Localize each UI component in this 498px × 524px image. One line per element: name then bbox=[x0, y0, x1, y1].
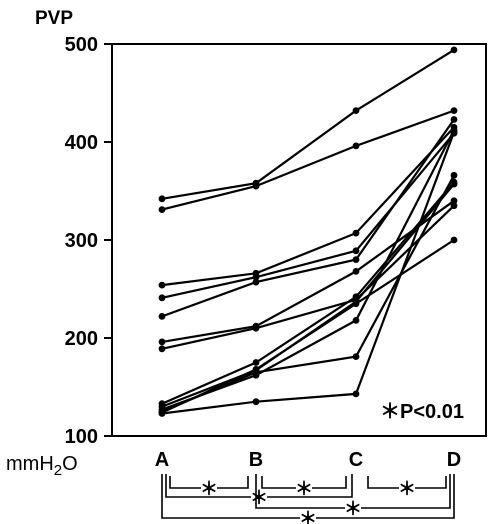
data-point bbox=[352, 229, 360, 237]
x-category-label-A: A bbox=[155, 449, 169, 471]
data-point bbox=[158, 345, 166, 353]
bracket-star-B-C: ＊ bbox=[295, 479, 313, 500]
series-2 bbox=[158, 107, 458, 214]
series-7 bbox=[158, 202, 458, 353]
data-point bbox=[450, 236, 458, 244]
data-point bbox=[158, 409, 166, 416]
series-5 bbox=[158, 116, 458, 320]
data-point bbox=[252, 324, 260, 332]
data-point bbox=[158, 294, 166, 302]
series-line bbox=[161, 126, 455, 287]
y-tick-label: 200 bbox=[65, 328, 98, 350]
data-point bbox=[158, 206, 166, 214]
y-tick-label: 100 bbox=[65, 426, 98, 448]
series-line bbox=[161, 48, 455, 200]
data-point bbox=[252, 359, 260, 366]
series-line bbox=[161, 109, 455, 211]
series-line bbox=[161, 204, 455, 350]
x-category-label-B: B bbox=[249, 449, 263, 471]
bracket-label-bg bbox=[296, 482, 312, 494]
data-point bbox=[352, 353, 360, 360]
data-point bbox=[352, 247, 360, 255]
data-point bbox=[352, 142, 360, 150]
data-point bbox=[252, 273, 260, 281]
series-13 bbox=[158, 236, 458, 416]
bracket-label-bg bbox=[345, 502, 361, 514]
bracket-label-bg bbox=[300, 512, 316, 524]
data-point bbox=[352, 256, 360, 263]
data-series bbox=[158, 46, 458, 417]
data-point bbox=[352, 390, 360, 398]
significance-brackets: ＊ ＊ ＊ ＊ ＊ ＊ bbox=[161, 474, 455, 524]
bracket-label-bg bbox=[201, 482, 217, 494]
data-point bbox=[450, 202, 458, 210]
data-point bbox=[252, 366, 260, 373]
x-category-label-D: D bbox=[447, 449, 461, 471]
y-tick-label: 500 bbox=[65, 34, 98, 56]
bracket-star-B-D: ＊ bbox=[344, 499, 362, 520]
series-4 bbox=[158, 129, 458, 302]
plot-frame bbox=[111, 43, 487, 437]
data-point bbox=[352, 107, 360, 114]
series-9 bbox=[158, 180, 458, 410]
x-axis-categories: A B C D bbox=[155, 449, 461, 471]
significance-note: ＊P<0.01 bbox=[380, 401, 464, 423]
data-point bbox=[158, 313, 166, 320]
data-point bbox=[450, 107, 458, 114]
y-tick-label: 400 bbox=[65, 132, 98, 154]
x-category-label-C: C bbox=[349, 449, 363, 471]
unit-label: mmH2O bbox=[6, 453, 78, 479]
data-point bbox=[352, 300, 360, 308]
bracket-star-A-B: ＊ bbox=[200, 479, 218, 500]
bracket-star-C-D: ＊ bbox=[398, 479, 416, 500]
data-point bbox=[352, 268, 360, 275]
data-point bbox=[252, 182, 260, 190]
data-point bbox=[158, 338, 166, 346]
data-point bbox=[450, 171, 458, 179]
bracket-star-A-D: ＊ bbox=[299, 509, 317, 524]
data-point bbox=[450, 180, 458, 188]
data-point bbox=[450, 116, 458, 123]
series-line bbox=[161, 132, 455, 299]
data-point bbox=[450, 128, 458, 136]
series-line bbox=[161, 174, 455, 413]
data-point bbox=[158, 195, 166, 203]
data-point bbox=[158, 281, 166, 289]
data-point bbox=[450, 197, 458, 205]
series-line bbox=[161, 239, 455, 414]
y-tick-label: 300 bbox=[65, 230, 98, 252]
series-line bbox=[161, 118, 455, 318]
data-point bbox=[450, 46, 458, 54]
bracket-star-A-C: ＊ bbox=[250, 488, 268, 509]
series-line bbox=[161, 199, 455, 343]
series-line bbox=[161, 181, 455, 405]
series-8 bbox=[158, 178, 458, 408]
data-point bbox=[352, 317, 360, 324]
bracket-label-bg bbox=[251, 491, 267, 503]
series-line bbox=[161, 131, 456, 415]
data-point bbox=[252, 398, 260, 406]
bracket-label-bg bbox=[399, 482, 415, 494]
series-1 bbox=[158, 46, 458, 203]
y-axis-label: PVP bbox=[35, 8, 73, 29]
data-point bbox=[252, 278, 260, 286]
y-axis-ticks: 100 200 300 400 500 bbox=[65, 34, 112, 448]
